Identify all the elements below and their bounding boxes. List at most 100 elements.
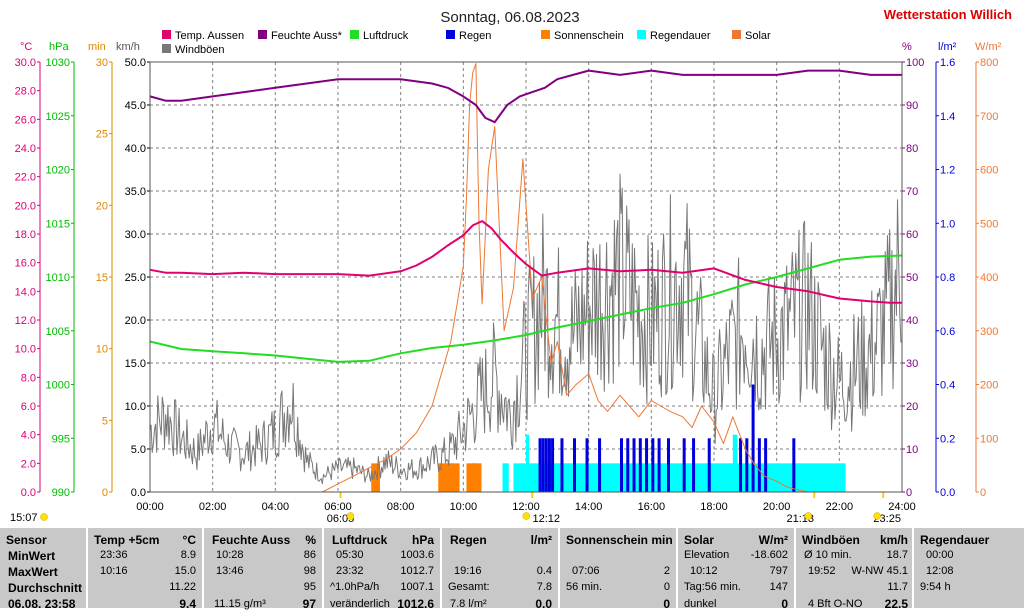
kmh-tick-label: 0.0 — [131, 487, 146, 499]
pressure-tendency: veränderlich — [330, 598, 390, 610]
legend-swatch — [446, 30, 455, 39]
lm2-unit: l/m² — [938, 41, 957, 53]
sunshine-total: 0 — [663, 581, 670, 593]
sunshine-column: Sonnenschein min 07:06 2 56 min. 0 0 — [560, 528, 678, 611]
lm2-tick-label: 0.8 — [940, 272, 955, 284]
sensor-header: Sensor — [6, 533, 47, 547]
lm2-tick-label: 0.4 — [940, 380, 955, 392]
x-tick-label: 18:00 — [700, 501, 728, 513]
sun-icon — [522, 512, 531, 520]
min-tick-label: 25 — [96, 129, 108, 141]
temp-column: Temp +5cm °C 23:36 8.9 10:16 15.0 11.22 … — [88, 528, 204, 611]
celsius-tick-label: 6.0 — [21, 401, 36, 413]
hpa-tick-label: 1000 — [46, 380, 70, 392]
celsius-tick-label: 18.0 — [15, 229, 36, 241]
percent-tick-label: 90 — [906, 100, 918, 112]
celsius-tick-label: 10.0 — [15, 344, 36, 356]
series-line-luftdruck — [149, 254, 903, 363]
sunshine-current: 0 — [663, 597, 670, 611]
wm2-tick-label: 500 — [980, 218, 998, 230]
hpa-tick-label: 990 — [52, 487, 70, 499]
wind-unit: km/h — [879, 533, 908, 547]
temp-current: 9.4 — [179, 597, 196, 611]
rain-bar — [551, 438, 555, 492]
celsius-tick-label: 0.0 — [21, 487, 36, 499]
rain-bar — [682, 438, 686, 492]
x-tick-label: 08:00 — [387, 501, 415, 513]
kmh-tick-label: 20.0 — [125, 315, 146, 327]
pressure-unit: hPa — [411, 533, 434, 547]
rain-bar — [645, 438, 649, 492]
celsius-tick-label: 16.0 — [15, 258, 36, 270]
rain-bar — [692, 438, 696, 492]
humidity-min: 86 — [303, 549, 316, 561]
wind-max-time: 19:52 — [808, 565, 836, 577]
lm2-tick-label: 1.6 — [940, 57, 955, 69]
sun-icon — [873, 512, 881, 520]
kmh-tick-label: 5.0 — [131, 444, 146, 456]
pressure-header: Luftdruck — [332, 533, 388, 547]
celsius-tick-label: 14.0 — [15, 286, 36, 298]
celsius-tick-label: 30.0 — [15, 57, 36, 69]
hpa-unit: hPa — [49, 41, 69, 53]
sunshine-total-label: 56 min. — [566, 581, 603, 593]
percent-unit: % — [902, 41, 912, 53]
min-tick-label: 5 — [102, 415, 108, 427]
pressure-max-time: 23:32 — [336, 565, 364, 577]
solar-header: Solar — [684, 533, 715, 547]
rain-bar — [757, 438, 761, 492]
rain-bar — [792, 438, 796, 492]
station-name: Wetterstation Willich — [884, 7, 1012, 22]
hpa-tick-label: 1005 — [46, 326, 70, 338]
lm2-tick-label: 1.2 — [940, 165, 955, 177]
x-tick-label: 10:00 — [450, 501, 478, 513]
x-tick-label: 14:00 — [575, 501, 603, 513]
rain-sum: 7.8 l/m² — [450, 598, 487, 610]
rain-bar — [598, 438, 602, 492]
wind-current: 22.5 — [884, 597, 908, 611]
min-unit: min — [88, 41, 106, 53]
rain-bar — [626, 438, 630, 492]
series-line-solar — [150, 63, 902, 493]
rain-bar — [620, 438, 623, 492]
solar-current: 0 — [781, 597, 788, 611]
wind-header: Windböen — [802, 533, 860, 547]
lm2-tick-label: 1.0 — [940, 218, 955, 230]
pressure-column: Luftdruck hPa 05:30 1003.6 23:32 1012.7 … — [324, 528, 442, 611]
celsius-tick-label: 4.0 — [21, 430, 36, 442]
temp-unit: °C — [182, 533, 196, 547]
rain-bar — [541, 438, 545, 492]
hpa-tick-label: 1025 — [46, 111, 70, 123]
rain-current: 0.0 — [535, 597, 552, 611]
solar-elevation-label: Elevation — [684, 549, 730, 561]
percent-tick-label: 50 — [906, 272, 918, 284]
percent-tick-label: 100 — [906, 57, 924, 69]
legend-swatch — [162, 30, 171, 39]
humidity-max-time: 13:46 — [216, 565, 244, 577]
celsius-tick-label: 22.0 — [15, 172, 36, 184]
x-tick-label: 20:00 — [763, 501, 791, 513]
kmh-tick-label: 45.0 — [125, 100, 146, 112]
percent-tick-label: 30 — [906, 358, 918, 370]
kmh-tick-label: 50.0 — [125, 57, 146, 69]
rain-bar — [632, 438, 636, 492]
kmh-tick-label: 25.0 — [125, 272, 146, 284]
humidity-min-time: 10:28 — [216, 549, 244, 561]
rain-duration-bar — [732, 434, 738, 492]
rain-max: 0.4 — [536, 565, 552, 577]
solar-max-time: 10:12 — [690, 565, 718, 577]
legend-swatch — [162, 44, 171, 53]
rain-bar — [638, 438, 642, 492]
sunshine-bar — [450, 463, 460, 492]
rain-bar — [560, 438, 564, 492]
humidity-unit: % — [305, 533, 316, 547]
weather-chart: Sonntag, 06.08.2023 Wetterstation Willic… — [10, 7, 1012, 525]
legend-swatch — [258, 30, 267, 39]
wm2-unit: W/m² — [975, 41, 1002, 53]
wm2-tick-label: 700 — [980, 111, 998, 123]
hpa-tick-label: 1020 — [46, 165, 70, 177]
rain-bar — [547, 438, 551, 492]
series-line-windb-en — [149, 173, 902, 485]
lm2-tick-label: 0.6 — [940, 326, 955, 338]
percent-tick-label: 80 — [906, 143, 918, 155]
